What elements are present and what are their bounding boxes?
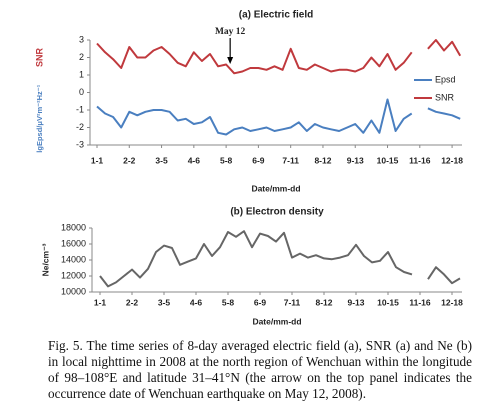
y-axis-title-top: SNR [34, 48, 44, 68]
chart-title: (a) Electric field [239, 10, 313, 21]
x-tick-label: 6-9 [252, 155, 265, 165]
x-tick-label: 9-13 [347, 297, 364, 307]
x-tick-label: 5-8 [222, 297, 235, 307]
x-tick-label: 5-8 [220, 155, 233, 165]
y-tick-label: 3 [79, 34, 84, 44]
chart-title: (b) Electron density [230, 207, 324, 218]
y-tick-label: -1 [76, 104, 84, 114]
x-tick-label: 2-2 [126, 297, 139, 307]
y-axis-title: Ne/cm⁻³ [40, 243, 50, 276]
x-tick-label: 1-1 [91, 155, 104, 165]
x-tick-label: 6-9 [254, 297, 267, 307]
annotation-arrowhead [227, 57, 234, 64]
x-tick-label: 1-1 [94, 297, 107, 307]
y-tick-label: -3 [76, 139, 84, 149]
legend-label: SNR [435, 92, 455, 102]
x-tick-label: 10-15 [377, 297, 399, 307]
x-tick-label: 8-12 [315, 297, 332, 307]
series-line [96, 39, 462, 75]
x-tick-label: 8-12 [314, 155, 331, 165]
x-axis-title: Date/mm-dd [251, 183, 300, 193]
series-line [96, 98, 461, 136]
y-tick-label: 2 [79, 52, 84, 62]
x-tick-label: 4-6 [190, 297, 203, 307]
y-tick-label: 1 [79, 69, 84, 79]
y-axis-title: lgEpsd/μV²m⁻²Hz⁻¹ [35, 84, 44, 152]
x-tick-label: 10-15 [377, 155, 399, 165]
x-tick-label: 3-5 [158, 297, 171, 307]
figure: (a) Electric field -3 -2 -1 0 1 2 3 1-1 2-2 3-5 4-6… [34, 10, 463, 327]
x-tick-label: 7-11 [284, 297, 301, 307]
x-axis-title: Date/mm-dd [252, 316, 301, 326]
x-tick-label: 12-18 [441, 297, 463, 307]
x-tick-label: 4-6 [188, 155, 201, 165]
caption: Fig. 5. The time series of 8-day average… [48, 338, 472, 401]
x-tick-label: 11-16 [409, 155, 431, 165]
y-tick-label: 14000 [61, 254, 86, 264]
y-tick-label: 12000 [61, 270, 86, 280]
y-tick-label: 10000 [61, 286, 86, 296]
x-tick-label: 11-16 [409, 297, 431, 307]
y-tick-label: 0 [79, 87, 84, 97]
y-tick-label: 16000 [61, 238, 86, 248]
x-tick-label: 12-18 [441, 155, 463, 165]
x-tick-label: 7-11 [282, 155, 299, 165]
x-tick-label: 2-2 [123, 155, 136, 165]
x-tick-label: 9-13 [347, 155, 364, 165]
series-line [99, 230, 461, 288]
legend-label: Epsd [435, 74, 456, 84]
x-tick-label: 3-5 [155, 155, 168, 165]
y-tick-label: 18000 [61, 222, 86, 232]
y-tick-label: -2 [76, 122, 84, 132]
annotation: May 12 [215, 27, 246, 37]
